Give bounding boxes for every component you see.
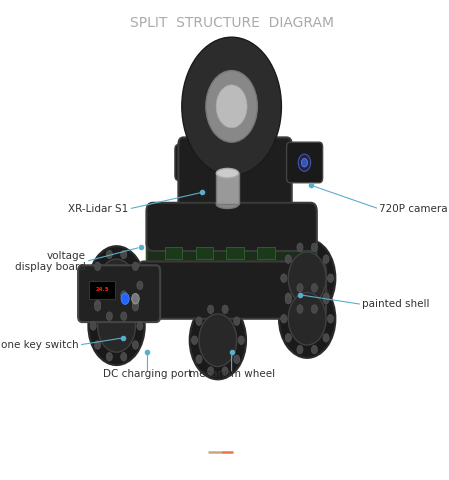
Circle shape bbox=[297, 345, 303, 354]
Circle shape bbox=[281, 274, 287, 282]
Circle shape bbox=[95, 300, 101, 309]
Circle shape bbox=[206, 71, 257, 142]
Circle shape bbox=[285, 295, 291, 304]
FancyBboxPatch shape bbox=[178, 137, 292, 209]
Bar bbox=[196, 247, 213, 259]
FancyBboxPatch shape bbox=[78, 265, 160, 322]
Circle shape bbox=[238, 336, 244, 345]
Text: voltage
display board: voltage display board bbox=[15, 251, 86, 272]
Circle shape bbox=[97, 259, 136, 312]
Circle shape bbox=[106, 250, 112, 259]
Circle shape bbox=[97, 300, 136, 352]
FancyBboxPatch shape bbox=[147, 237, 317, 275]
Text: DC charging port: DC charging port bbox=[103, 369, 192, 379]
Circle shape bbox=[298, 154, 311, 171]
Circle shape bbox=[106, 291, 112, 300]
Circle shape bbox=[279, 280, 335, 358]
Circle shape bbox=[199, 314, 237, 366]
Circle shape bbox=[95, 262, 101, 271]
Text: one key switch: one key switch bbox=[1, 340, 79, 350]
Circle shape bbox=[132, 293, 139, 304]
Circle shape bbox=[311, 243, 317, 252]
FancyBboxPatch shape bbox=[286, 142, 323, 183]
Circle shape bbox=[222, 367, 228, 375]
Circle shape bbox=[297, 243, 303, 252]
Circle shape bbox=[106, 352, 112, 361]
Circle shape bbox=[301, 158, 308, 167]
Text: 720P camera: 720P camera bbox=[379, 204, 448, 214]
Circle shape bbox=[182, 37, 282, 176]
Circle shape bbox=[132, 341, 139, 349]
Circle shape bbox=[327, 274, 334, 282]
Circle shape bbox=[207, 367, 214, 375]
Circle shape bbox=[207, 305, 214, 313]
Circle shape bbox=[311, 345, 317, 354]
Circle shape bbox=[137, 281, 143, 289]
Circle shape bbox=[132, 300, 139, 309]
Bar bbox=[89, 281, 115, 299]
Circle shape bbox=[196, 317, 202, 325]
Circle shape bbox=[285, 255, 291, 264]
Circle shape bbox=[121, 250, 127, 259]
Circle shape bbox=[88, 246, 145, 324]
Circle shape bbox=[132, 262, 139, 271]
Bar bbox=[257, 247, 274, 259]
FancyBboxPatch shape bbox=[137, 262, 326, 319]
Circle shape bbox=[90, 281, 96, 289]
Bar bbox=[165, 247, 182, 259]
Circle shape bbox=[323, 255, 329, 264]
Circle shape bbox=[323, 334, 329, 342]
Circle shape bbox=[281, 314, 287, 323]
FancyBboxPatch shape bbox=[175, 144, 288, 180]
Circle shape bbox=[196, 355, 202, 363]
Circle shape bbox=[106, 312, 112, 321]
Circle shape bbox=[121, 293, 129, 304]
Circle shape bbox=[121, 291, 127, 300]
Text: mecanum wheel: mecanum wheel bbox=[189, 369, 275, 379]
Circle shape bbox=[285, 334, 291, 342]
Circle shape bbox=[95, 302, 101, 311]
Text: 24.5: 24.5 bbox=[95, 287, 109, 292]
Circle shape bbox=[327, 314, 334, 323]
Ellipse shape bbox=[216, 200, 239, 208]
Circle shape bbox=[323, 293, 329, 301]
Circle shape bbox=[233, 317, 240, 325]
Circle shape bbox=[88, 287, 145, 365]
Circle shape bbox=[311, 284, 317, 292]
Circle shape bbox=[285, 293, 291, 301]
Circle shape bbox=[233, 355, 240, 363]
Circle shape bbox=[288, 292, 326, 345]
Circle shape bbox=[191, 336, 198, 345]
Circle shape bbox=[297, 284, 303, 292]
Circle shape bbox=[222, 305, 228, 313]
Circle shape bbox=[311, 305, 317, 313]
Bar bbox=[216, 173, 239, 204]
Circle shape bbox=[323, 295, 329, 304]
Circle shape bbox=[288, 252, 326, 304]
Ellipse shape bbox=[216, 168, 239, 178]
Circle shape bbox=[121, 352, 127, 361]
Text: painted shell: painted shell bbox=[362, 300, 430, 310]
Circle shape bbox=[90, 322, 96, 330]
FancyBboxPatch shape bbox=[146, 203, 317, 251]
Circle shape bbox=[190, 301, 246, 379]
Circle shape bbox=[297, 305, 303, 313]
Circle shape bbox=[216, 85, 247, 128]
Bar bbox=[226, 247, 244, 259]
Circle shape bbox=[121, 312, 127, 321]
Text: XR-Lidar S1: XR-Lidar S1 bbox=[68, 204, 128, 214]
Circle shape bbox=[279, 239, 335, 317]
Circle shape bbox=[132, 302, 139, 311]
Circle shape bbox=[137, 322, 143, 330]
Circle shape bbox=[95, 341, 101, 349]
Text: SPLIT  STRUCTURE  DIAGRAM: SPLIT STRUCTURE DIAGRAM bbox=[130, 16, 334, 30]
